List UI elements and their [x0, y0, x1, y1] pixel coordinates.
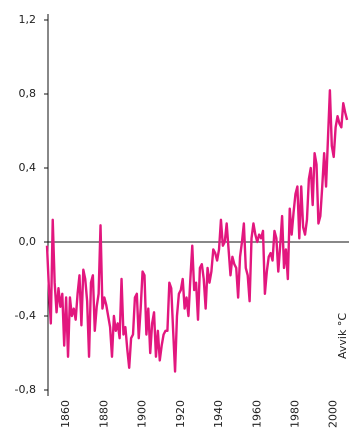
x-tick-label: 1920: [174, 400, 187, 428]
x-tick-label: 2000: [327, 400, 340, 428]
y-tick-label: 0,4: [19, 161, 37, 174]
y-tick-label: -0,4: [15, 309, 36, 322]
x-tick-label: 1940: [212, 400, 225, 428]
data-line: [45, 89, 349, 373]
x-tick-label: 1860: [59, 400, 72, 428]
x-tick-label: 1960: [250, 400, 263, 428]
x-tick-label: 1900: [136, 400, 149, 428]
x-tick-label: 1980: [288, 400, 301, 428]
y-tick-label: 1,2: [19, 13, 37, 26]
y-tick-label: -0,8: [15, 383, 36, 396]
y-tick-label: 0,8: [19, 87, 37, 100]
y-tick-label: 0,0: [19, 235, 37, 248]
y-axis-label: Avvik °C: [336, 313, 349, 359]
x-tick-label: 1880: [97, 400, 110, 428]
